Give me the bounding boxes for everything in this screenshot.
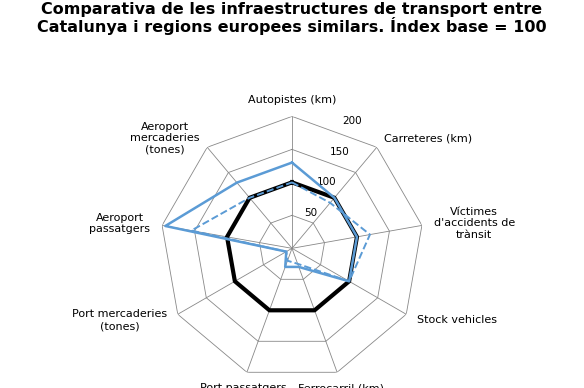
Text: Stock vehicles: Stock vehicles	[416, 315, 496, 325]
Text: Autopistes (km): Autopistes (km)	[248, 95, 336, 104]
Text: Port mercaderies
(tones): Port mercaderies (tones)	[72, 309, 168, 331]
Text: Ferrocarril (km): Ferrocarril (km)	[298, 383, 384, 388]
Text: Carreteres (km): Carreteres (km)	[384, 133, 472, 143]
Text: Port passatgers: Port passatgers	[200, 383, 286, 388]
Text: Aeroport
mercaderies
(tones): Aeroport mercaderies (tones)	[130, 121, 200, 155]
Text: Comparativa de les infraestructures de transport entre: Comparativa de les infraestructures de t…	[41, 2, 543, 17]
Text: Víctimes
d'accidents de
trànsit: Víctimes d'accidents de trànsit	[433, 207, 515, 240]
Text: Aeroport
passatgers: Aeroport passatgers	[89, 213, 151, 234]
Text: Catalunya i regions europees similars. Índex base = 100: Catalunya i regions europees similars. Í…	[37, 17, 547, 35]
